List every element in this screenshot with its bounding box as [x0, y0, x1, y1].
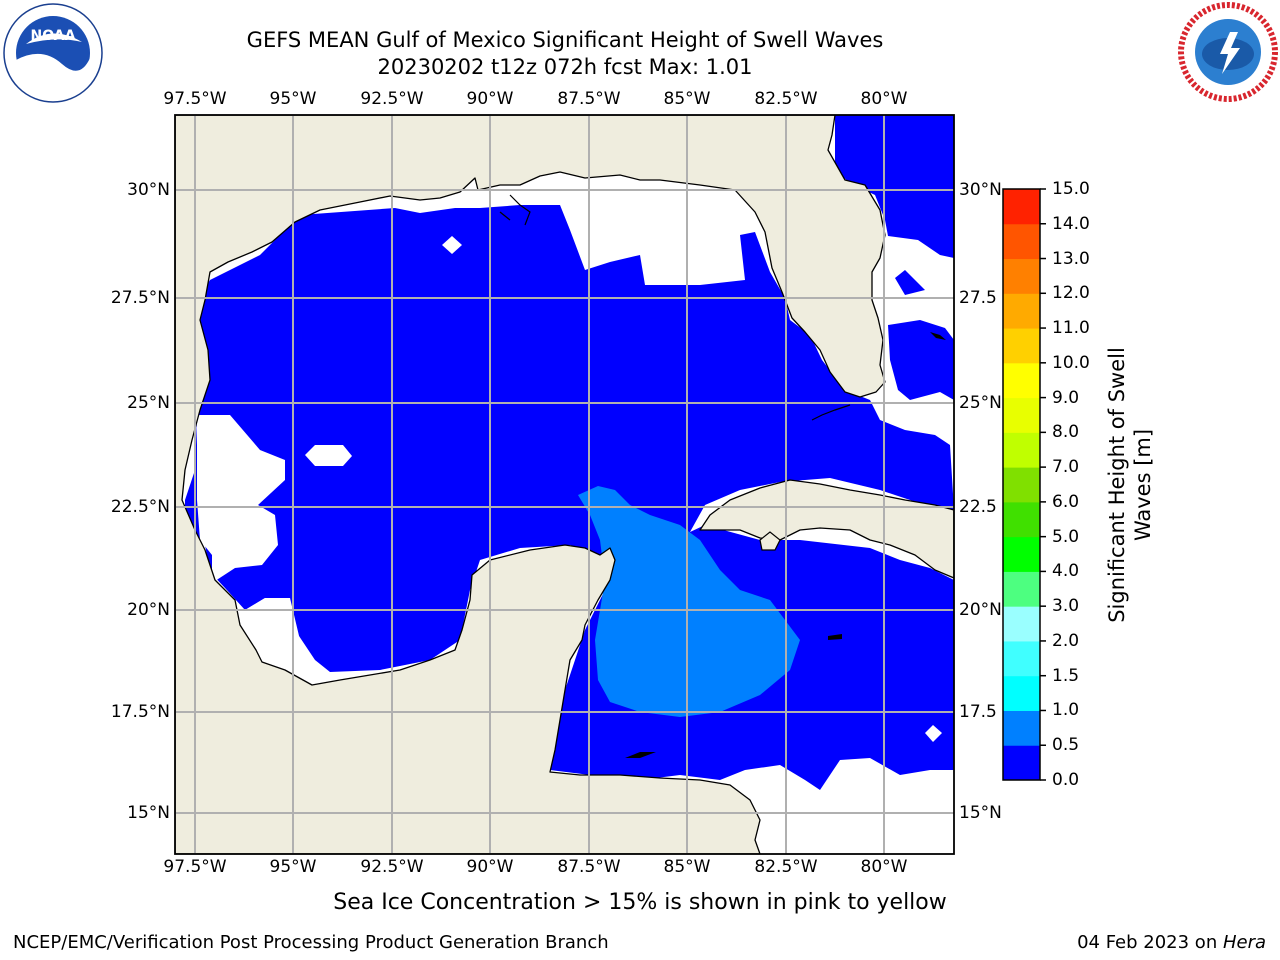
chart-subtitle: 20230202 t12z 072h fcst Max: 1.01: [377, 55, 753, 79]
lat-tick-right: 17.5: [959, 702, 997, 722]
lat-tick-right: 25°N: [959, 393, 1002, 413]
colorbar-segment: [1003, 501, 1040, 538]
colorbar-segment: [1003, 467, 1040, 503]
lat-tick-left: 17.5°N: [110, 702, 170, 722]
footer-left: NCEP/EMC/Verification Post Processing Pr…: [13, 932, 609, 953]
noaa-logo-icon: NOAA: [3, 3, 103, 103]
colorbar-tick-label: 15.0: [1052, 179, 1090, 199]
map-frame: [174, 114, 955, 855]
lat-tick-left: 30°N: [127, 180, 170, 200]
lon-tick-bottom: 87.5°W: [557, 857, 621, 877]
lon-tick-top: 90°W: [466, 89, 514, 109]
lat-tick-left: 27.5°N: [110, 288, 170, 308]
colorbar: [1002, 188, 1046, 781]
colorbar-tick-label: 7.0: [1052, 457, 1080, 478]
lon-tick-bottom: 95°W: [269, 857, 317, 877]
colorbar-tick-label: 3.0: [1052, 596, 1080, 617]
colorbar-segment: [1003, 362, 1040, 399]
colorbar-tick-label: 11.0: [1052, 318, 1090, 339]
colorbar-segment: [1003, 571, 1040, 607]
colorbar-label: Significant Height of Swell Waves [m]: [1105, 347, 1155, 623]
colorbar-tick-label: 2.0: [1052, 630, 1080, 651]
lon-tick-top: 87.5°W: [557, 89, 621, 109]
colorbar-tick-label: 1.0: [1052, 700, 1080, 721]
nws-logo-icon: [1178, 2, 1278, 102]
chart-title: GEFS MEAN Gulf of Mexico Significant Hei…: [246, 28, 884, 52]
lat-tick-right: 20°N: [959, 600, 1002, 620]
nodata-west2: [245, 598, 315, 665]
colorbar-segment: [1003, 223, 1040, 260]
lon-tick-top: 95°W: [269, 89, 317, 109]
colorbar-segment: [1003, 258, 1040, 294]
colorbar-segment: [1003, 675, 1040, 711]
lon-tick-bottom: 90°W: [466, 857, 514, 877]
colorbar-tick-label: 6.0: [1052, 491, 1080, 512]
lon-tick-bottom: 85°W: [663, 857, 711, 877]
lon-tick-top: 92.5°W: [360, 89, 424, 109]
sea-ice-note: Sea Ice Concentration > 15% is shown in …: [333, 890, 947, 915]
land-bahamas: [930, 332, 946, 340]
lon-tick-top: 80°W: [860, 89, 908, 109]
colorbar-tick-label: 5.0: [1052, 526, 1080, 547]
swell-region-atlantic3: [895, 270, 925, 295]
lon-tick-top: 82.5°W: [754, 89, 818, 109]
lat-tick-left: 15°N: [127, 803, 170, 823]
colorbar-segment: [1003, 328, 1040, 364]
lon-tick-bottom: 82.5°W: [754, 857, 818, 877]
nodata-mid: [305, 445, 352, 466]
lon-tick-top: 97.5°W: [163, 89, 227, 109]
colorbar-tick-label: 4.0: [1052, 561, 1080, 582]
land-isla-juventud: [759, 531, 781, 551]
map-gridlines: [175, 115, 954, 854]
land-north-america: [175, 115, 886, 854]
land-mobile-bay: [499, 194, 531, 226]
colorbar-tick-label: 1.5: [1052, 665, 1080, 686]
colorbar-segment: [1003, 606, 1040, 642]
nodata-north: [442, 236, 462, 254]
lat-tick-right: 27.5: [959, 288, 997, 308]
land-swan: [625, 752, 656, 758]
nodata-caribbean: [925, 725, 942, 742]
lat-tick-left: 20°N: [127, 600, 170, 620]
colorbar-tick-label: 0.5: [1052, 735, 1080, 756]
colorbar-segment: [1003, 640, 1040, 677]
lon-tick-bottom: 92.5°W: [360, 857, 424, 877]
lon-tick-top: 85°W: [663, 89, 711, 109]
swell-region-caribbean-light: [578, 486, 800, 717]
colorbar-segment: [1003, 432, 1040, 468]
lon-tick-bottom: 80°W: [860, 857, 908, 877]
colorbar-tick-label: 8.0: [1052, 422, 1080, 443]
swell-region-gulf: [185, 205, 954, 672]
colorbar-segment: [1003, 189, 1040, 225]
lat-tick-left: 25°N: [127, 393, 170, 413]
colorbar-segment: [1003, 745, 1040, 781]
nodata-west: [197, 415, 285, 583]
colorbar-tick-label: 9.0: [1052, 387, 1080, 408]
colorbar-segment: [1003, 710, 1040, 746]
lat-tick-left: 22.5°N: [110, 497, 170, 517]
colorbar-segment: [1003, 536, 1040, 572]
colorbar-segment: [1003, 397, 1040, 433]
colorbar-tick-label: 12.0: [1052, 283, 1090, 304]
colorbar-tick-label: 14.0: [1052, 213, 1090, 234]
colorbar-tick-label: 10.0: [1052, 352, 1090, 373]
swell-region-atlantic: [835, 115, 954, 258]
colorbar-tick-label: 0.0: [1052, 770, 1080, 790]
lon-tick-bottom: 97.5°W: [163, 857, 227, 877]
lat-tick-right: 22.5: [959, 497, 997, 517]
footer-right: 04 Feb 2023 on Hera: [1077, 932, 1266, 953]
land-keys: [811, 404, 851, 421]
lat-tick-right: 15°N: [959, 803, 1002, 823]
lat-tick-right: 30°N: [959, 180, 1002, 200]
noaa-logo-text: NOAA: [31, 28, 76, 44]
land-caymans: [828, 634, 842, 640]
colorbar-segment: [1003, 293, 1040, 329]
colorbar-tick-label: 13.0: [1052, 248, 1090, 269]
swell-region-atlantic2: [888, 320, 954, 400]
